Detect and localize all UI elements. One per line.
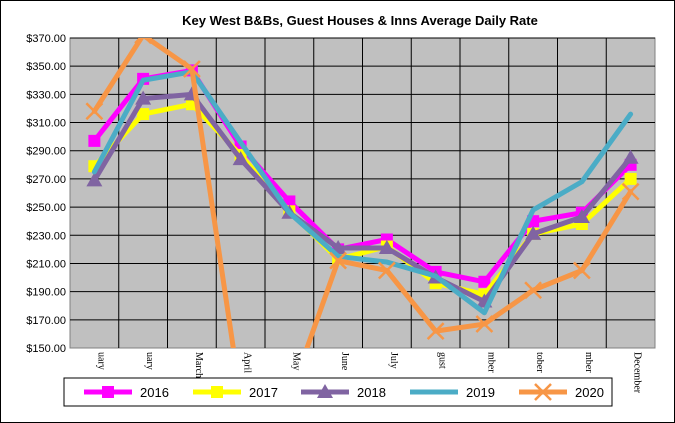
chart-title: Key West B&Bs, Guest Houses & Inns Avera… [182, 13, 538, 28]
legend-label: 2019 [466, 385, 495, 400]
series-2019 [91, 69, 634, 316]
legend-marker [317, 384, 333, 398]
data-point-2020 [182, 60, 201, 78]
series-layer [85, 38, 640, 348]
y-tick-label: $330.00 [26, 89, 66, 101]
data-point-2020 [426, 322, 445, 340]
legend-label: 2020 [575, 385, 604, 400]
data-point-2018 [232, 151, 249, 166]
x-tick-label: uary [144, 352, 155, 370]
legend-item-2018: 2018 [301, 384, 386, 400]
data-point-2016 [478, 275, 491, 288]
legend-label: 2017 [249, 385, 278, 400]
series-2020 [85, 38, 640, 348]
legend-marker [534, 383, 552, 401]
legend-marker [211, 386, 223, 398]
x-tick-label: July [388, 352, 399, 369]
data-point-2020 [85, 102, 104, 121]
legend-item-2016: 2016 [84, 385, 169, 400]
data-point-2020 [134, 38, 153, 45]
legend-marker [102, 386, 114, 398]
x-tick-label: March [193, 352, 204, 378]
x-tick-label: December [632, 352, 643, 394]
x-tick-label: mber [583, 352, 594, 373]
series-line-2018 [91, 91, 634, 304]
data-point-2017 [137, 108, 150, 121]
legend-label: 2016 [140, 385, 169, 400]
x-tick-label: April [242, 352, 253, 373]
data-point-2018 [525, 225, 542, 240]
legend: 2016 2017 2018 2019 2020 [84, 383, 604, 401]
y-axis: $150.00 $170.00 $190.00 $210.00 $230.00 $250.… [26, 33, 66, 355]
data-point-2020 [329, 251, 348, 270]
x-tick-label: mber [485, 352, 496, 373]
x-tick-label: uary [95, 352, 106, 370]
data-point-2018 [86, 172, 103, 187]
x-tick-label: June [339, 352, 350, 371]
series-line-2019 [91, 69, 634, 316]
y-tick-label: $250.00 [26, 202, 66, 214]
data-point-2018 [573, 208, 590, 223]
data-point-2018 [378, 239, 395, 254]
data-point-2020 [524, 281, 543, 300]
data-point-2020 [377, 261, 396, 280]
legend-item-2020: 2020 [519, 383, 604, 401]
y-tick-label: $190.00 [26, 287, 66, 299]
legend-label: 2018 [357, 385, 386, 400]
y-tick-label: $150.00 [26, 343, 66, 355]
y-tick-label: $370.00 [26, 33, 66, 45]
data-point-2020 [572, 261, 591, 280]
legend-item-2017: 2017 [193, 385, 278, 400]
x-tick-label: May [290, 352, 301, 370]
data-point-2020 [621, 182, 640, 201]
y-tick-label: $270.00 [26, 174, 66, 186]
data-point-2020 [475, 315, 494, 333]
data-point-2017 [624, 172, 637, 185]
y-tick-label: $290.00 [26, 146, 66, 158]
y-tick-label: $230.00 [26, 230, 66, 242]
data-point-2018 [135, 90, 152, 105]
series-line-2020 [91, 38, 634, 348]
y-tick-label: $350.00 [26, 61, 66, 73]
y-tick-label: $210.00 [26, 258, 66, 270]
x-tick-label: gust [437, 352, 448, 369]
data-point-2018 [622, 149, 639, 164]
y-tick-label: $170.00 [26, 315, 66, 327]
data-point-2016 [88, 134, 101, 147]
x-axis: uary uary March April May June July gust mber tob… [95, 352, 642, 394]
legend-item-2019: 2019 [410, 385, 495, 400]
x-tick-label: tober [534, 352, 545, 373]
y-tick-label: $310.00 [26, 118, 66, 130]
